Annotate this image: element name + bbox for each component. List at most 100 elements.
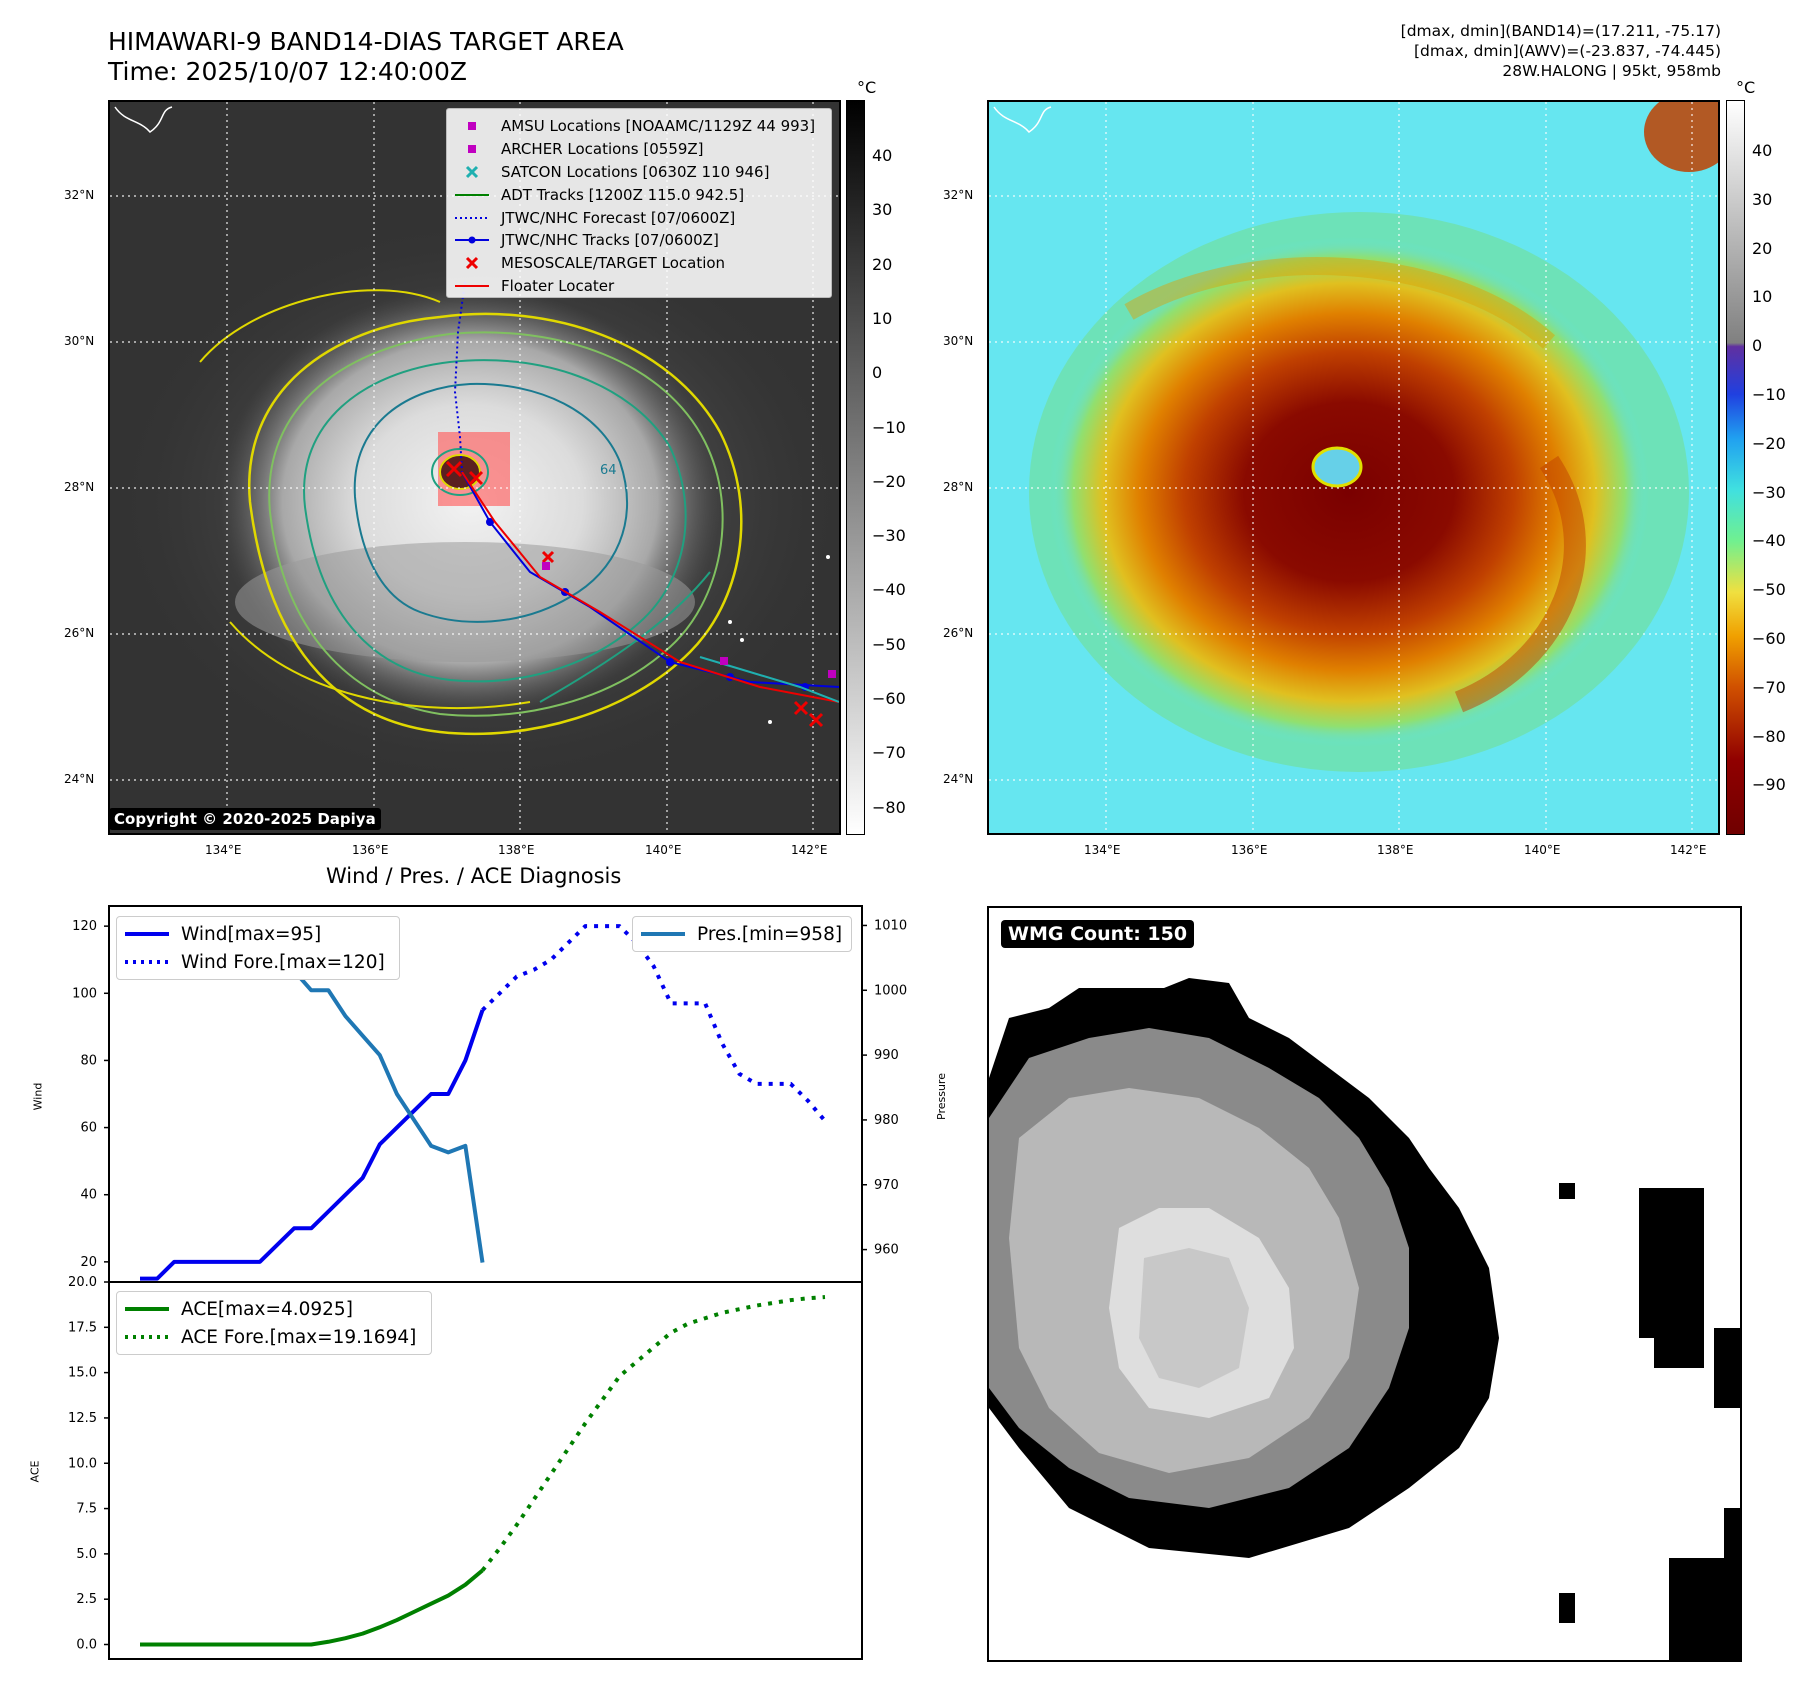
- colorbar-tick-label: −70: [1752, 677, 1786, 697]
- colorbar-tick-label: 20: [1752, 238, 1773, 258]
- colorbar-tick-label: 30: [872, 200, 893, 220]
- colorbar-tick-label: −50: [872, 634, 906, 654]
- map-legend: AMSU Locations [NOAAMC/1129Z 44 993] ARCH…: [446, 108, 832, 298]
- legend-key: [455, 118, 489, 134]
- colorbar-tick-label: 40: [872, 146, 893, 165]
- legend-key: [455, 210, 489, 226]
- colorbar-tick-label: 20: [872, 254, 893, 274]
- ace-ytick-label: 0.0: [76, 1638, 97, 1653]
- legend-label: JTWC/NHC Tracks [07/0600Z]: [501, 231, 719, 250]
- figure-time: Time: 2025/10/07 12:40:00Z: [108, 57, 467, 86]
- pressure-axis-label: Pressure: [934, 1073, 948, 1120]
- storm-info: 28W.HALONG | 95kt, 958mb: [1502, 62, 1721, 80]
- pressure-legend: Pres.[min=958]: [632, 916, 852, 952]
- colorbar-tick-label: 30: [1752, 189, 1773, 209]
- legend-label: MESOSCALE/TARGET Location: [501, 254, 726, 273]
- lon-label: 140°E: [645, 843, 682, 857]
- lat-label: 30°N: [943, 334, 974, 348]
- legend-entry: ARCHER Locations [0559Z]: [455, 138, 823, 161]
- lon-label: 136°E: [352, 843, 389, 857]
- legend-key: [455, 164, 489, 180]
- lat-label: 32°N: [943, 188, 974, 202]
- colorbar-tick-label: −50: [1752, 580, 1786, 600]
- wind-line: [140, 1009, 485, 1281]
- ace-axis-label: ACE: [28, 1460, 42, 1483]
- lat-label: 24°N: [64, 772, 95, 786]
- legend-label: SATCON Locations [0630Z 110 946]: [501, 162, 770, 181]
- lat-label: 24°N: [943, 772, 974, 786]
- wind-ytick-label: 20: [80, 1255, 97, 1270]
- colorbar-tick-label: 0: [872, 363, 883, 383]
- wmg-panel: [987, 906, 1742, 1662]
- legend-label: AMSU Locations [NOAAMC/1129Z 44 993]: [501, 117, 816, 136]
- legend-label: Floater Locater: [501, 276, 615, 295]
- colorbar-tick-label: −80: [872, 797, 906, 817]
- ace-ytick-label: 5.0: [76, 1547, 97, 1562]
- colorbar-tick-label: 10: [872, 308, 893, 328]
- ace-legend-label: ACE[max=4.0925]: [181, 1298, 353, 1320]
- legend-entry: JTWC/NHC Forecast [07/0600Z]: [455, 206, 823, 229]
- lon-label: 136°E: [1231, 843, 1268, 857]
- colorbar-tick-label: −70: [872, 743, 906, 763]
- lat-label: 26°N: [943, 626, 974, 640]
- forecast-track: [453, 281, 466, 473]
- pressure-ytick-label: 1010: [874, 918, 907, 933]
- colorbar-tick-label: 0: [1752, 336, 1763, 356]
- color-colorbar-unit: °C: [1736, 78, 1756, 97]
- legend-entry: AMSU Locations [NOAAMC/1129Z 44 993]: [455, 115, 823, 138]
- legend-label: ADT Tracks [1200Z 115.0 942.5]: [501, 185, 745, 204]
- lon-label: 134°E: [1084, 843, 1121, 857]
- legend-entry: SATCON Locations [0630Z 110 946]: [455, 161, 823, 184]
- diagnosis-title: Wind / Pres. / ACE Diagnosis: [326, 864, 622, 888]
- colorbar-tick-label: −80: [1752, 726, 1786, 746]
- color-colorbar: [1726, 100, 1745, 835]
- lon-label: 134°E: [205, 843, 242, 857]
- colorbar-tick-label: −10: [1752, 385, 1786, 404]
- lon-label: 142°E: [1670, 843, 1707, 857]
- colorbar-tick-label: −20: [872, 471, 906, 491]
- pressure-ytick-label: 980: [874, 1113, 899, 1128]
- legend-label: ARCHER Locations [0559Z]: [501, 140, 704, 159]
- colorbar-tick-label: −20: [1752, 433, 1786, 453]
- gray-colorbar-unit: °C: [857, 78, 877, 97]
- wind-legend-label: Wind[max=95]: [181, 923, 322, 945]
- legend-entry: ADT Tracks [1200Z 115.0 942.5]: [455, 183, 823, 206]
- colorbar-tick-label: −40: [1752, 531, 1786, 551]
- legend-key: [455, 255, 489, 271]
- colorbar-tick-label: 40: [1752, 141, 1773, 160]
- ace-ytick-label: 17.5: [68, 1320, 97, 1335]
- lon-label: 142°E: [791, 843, 828, 857]
- legend-entry: MESOSCALE/TARGET Location: [455, 252, 823, 275]
- pressure-ytick-label: 960: [874, 1243, 899, 1258]
- colorbar-tick-label: 10: [1752, 287, 1773, 307]
- lat-label: 30°N: [64, 334, 95, 348]
- ace-ytick-label: 10.0: [68, 1456, 97, 1471]
- ace-line: [140, 1568, 484, 1647]
- wind-ytick-label: 40: [80, 1188, 97, 1203]
- colorbar-tick-label: −40: [872, 580, 906, 600]
- legend-entry: Floater Locater: [455, 275, 823, 298]
- wind-ytick-label: 60: [80, 1121, 97, 1136]
- lat-label: 26°N: [64, 626, 95, 640]
- wind-ytick-label: 80: [80, 1053, 97, 1068]
- lat-label: 32°N: [64, 188, 95, 202]
- ace-ytick-label: 2.5: [76, 1592, 97, 1607]
- wind-forecast-legend-label: Wind Fore.[max=120]: [181, 951, 385, 973]
- ace-ytick-label: 7.5: [76, 1502, 97, 1517]
- copyright-badge: Copyright © 2020-2025 Dapiya: [109, 808, 381, 830]
- ace-forecast-line: [480, 1295, 826, 1572]
- colorbar-tick-label: −30: [1752, 482, 1786, 502]
- colorbar-tick-label: −60: [872, 689, 906, 708]
- colorbar-tick-label: −90: [1752, 775, 1786, 795]
- ace-forecast-legend-label: ACE Fore.[max=19.1694]: [181, 1326, 417, 1348]
- ace-ytick-label: 12.5: [68, 1411, 97, 1426]
- lon-label: 138°E: [1377, 843, 1414, 857]
- legend-label: JTWC/NHC Forecast [07/0600Z]: [501, 208, 736, 227]
- diagnosis-charts: 20 40 60 80 100 120 960 970 980 990 1000 1010 0.0 2.5…: [68, 905, 907, 1660]
- gray-colorbar: [846, 100, 865, 835]
- lon-label: 140°E: [1524, 843, 1561, 857]
- legend-key: [455, 232, 489, 248]
- legend-entry: JTWC/NHC Tracks [07/0600Z]: [455, 229, 823, 252]
- legend-key: [455, 278, 489, 294]
- ace-axes-frame: [108, 1281, 863, 1660]
